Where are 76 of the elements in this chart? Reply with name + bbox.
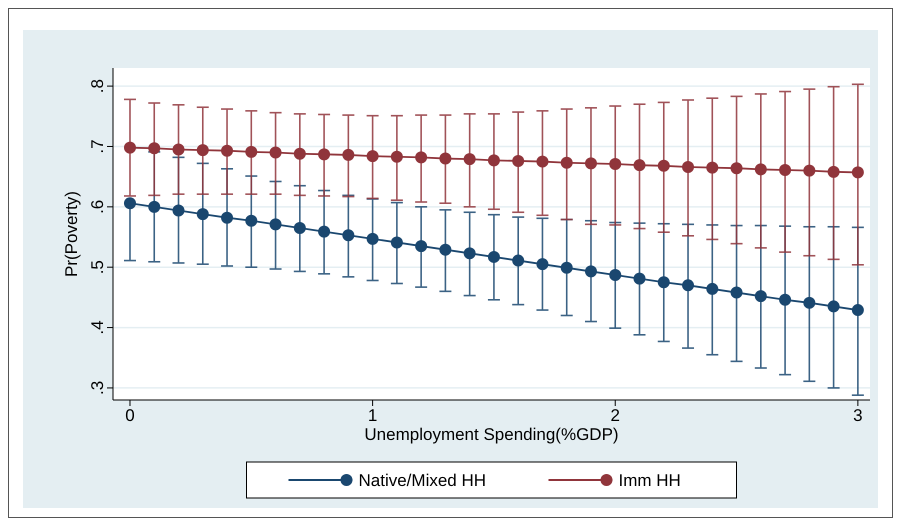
point: [682, 279, 694, 292]
point: [512, 154, 524, 167]
point: [366, 150, 379, 162]
point: [536, 156, 548, 168]
point: [270, 218, 282, 230]
point: [754, 163, 767, 176]
y-axis-title: Pr(Poverty): [62, 191, 81, 277]
point: [730, 286, 743, 299]
x-tick-label: 0: [125, 406, 135, 425]
x-tick-label: 3: [853, 406, 863, 425]
point: [390, 150, 403, 163]
point: [852, 304, 864, 316]
point: [584, 157, 597, 170]
point: [221, 144, 234, 157]
point: [682, 160, 694, 173]
point: [634, 272, 646, 285]
point: [658, 276, 670, 288]
point: [779, 164, 792, 176]
point: [828, 166, 840, 178]
point: [779, 294, 792, 306]
point: [584, 265, 597, 278]
point: [172, 143, 185, 156]
point: [318, 148, 330, 160]
y-tick-label: .6: [88, 200, 107, 214]
point: [488, 250, 500, 263]
point: [245, 146, 258, 158]
point: [439, 152, 452, 165]
point: [270, 146, 282, 159]
point: [560, 262, 573, 274]
point: [294, 148, 306, 160]
point: [148, 142, 160, 154]
point: [512, 254, 524, 267]
point: [124, 142, 136, 154]
point: [706, 282, 718, 295]
y-tick-label: .3: [88, 380, 107, 396]
point: [609, 158, 622, 170]
point: [464, 153, 476, 166]
y-tick-label: .4: [88, 320, 107, 335]
point: [852, 166, 864, 178]
point: [464, 247, 476, 260]
x-tick-label: 2: [610, 406, 620, 425]
point: [196, 144, 209, 156]
point: [560, 156, 573, 169]
point: [415, 240, 428, 252]
point: [634, 159, 646, 172]
point: [828, 300, 840, 312]
point: [658, 160, 670, 172]
point: [415, 151, 428, 164]
legend-label: Native/Mixed HH: [358, 471, 486, 490]
point: [754, 290, 767, 302]
point: [536, 258, 548, 270]
point: [148, 200, 160, 213]
point: [803, 296, 816, 309]
point: [172, 204, 185, 216]
point: [488, 154, 500, 166]
x-axis-title: Unemployment Spending(%GDP): [364, 425, 619, 444]
point: [221, 212, 234, 224]
point: [366, 232, 379, 245]
point: [318, 226, 330, 238]
y-tick-label: .8: [88, 79, 107, 94]
point: [245, 214, 258, 227]
point: [609, 269, 622, 282]
y-tick-label: .7: [88, 139, 107, 154]
point: [294, 222, 306, 234]
point: [196, 208, 209, 220]
point: [342, 229, 354, 242]
point: [706, 162, 718, 174]
legend-label: Imm HH: [618, 471, 681, 490]
point: [124, 197, 136, 210]
point: [342, 148, 354, 161]
y-tick-label: .5: [88, 260, 107, 274]
point: [730, 162, 743, 174]
point: [803, 164, 816, 177]
point: [390, 236, 403, 248]
x-tick-label: 1: [368, 406, 378, 425]
point: [439, 244, 452, 256]
